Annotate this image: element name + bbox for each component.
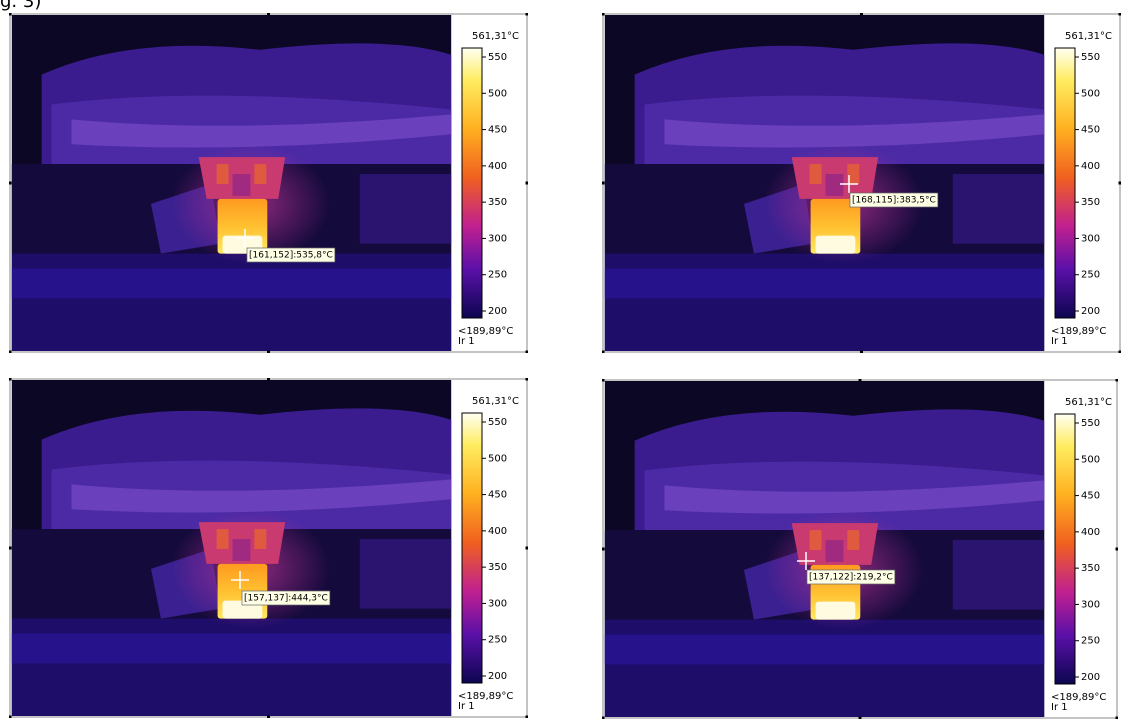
scale-tick-label: 400 [488,161,507,172]
frame-handle [860,13,863,16]
frame-handle [602,548,605,551]
region-label: Ir 1 [458,336,475,347]
thermal-image [12,15,451,351]
scale-tick-label: 350 [1081,563,1100,574]
scale-tick-label: 350 [1081,197,1100,208]
scale-tick-label: 250 [488,270,507,281]
scale-tick-label: 450 [1081,491,1100,502]
scale-tick-label: 200 [488,306,507,317]
scale-tick-label: 400 [488,526,507,537]
frame-handle [1116,717,1119,720]
scale-tick-label: 250 [1081,636,1100,647]
scale-tick-label: 250 [1081,270,1100,281]
scale-tick-label: 300 [1081,233,1100,244]
frame-handle [1119,182,1122,185]
scale-tick-label: 200 [1081,306,1100,317]
scale-tick-label: 550 [1081,52,1100,63]
frame-handle [860,351,863,354]
panel-body: 561,31°C550500450400350300250200<189,89°… [602,13,1121,353]
thermal-image [605,15,1044,351]
panel-body: 561,31°C550500450400350300250200<189,89°… [9,378,528,718]
thermal-image [12,380,451,716]
region-label: Ir 1 [458,701,475,712]
scale-tick-label: 400 [1081,527,1100,538]
panel-body: 561,31°C550500450400350300250200<189,89°… [9,13,528,353]
scale-tick-label: 400 [1081,161,1100,172]
scale-tick-label: 300 [488,233,507,244]
measurement-label: [168,115]:383,5°C [852,196,936,206]
scale-tick-label: 550 [488,417,507,428]
frame-handle [859,717,862,720]
scale-tick-label: 500 [488,88,507,99]
color-scale [1055,48,1075,318]
thermal-image [605,381,1044,717]
measurement-label: [157,137]:444,3°C [244,594,328,604]
scale-tick-label: 200 [1081,672,1100,683]
scale-tick-label: 450 [488,125,507,136]
color-scale [462,413,482,683]
frame-handle [526,13,529,16]
frame-handle [9,351,12,354]
scale-tick-label: 350 [488,562,507,573]
region-label: Ir 1 [1051,702,1068,713]
frame-handle [9,547,12,550]
scale-max-label: 561,31°C [1065,31,1112,42]
frame-handle [602,13,605,16]
scale-tick-label: 500 [1081,88,1100,99]
frame-handle [1116,379,1119,382]
measurement-label: [137,122]:219,2°C [809,573,893,583]
frame-handle [9,182,12,185]
panel-body: 561,31°C550500450400350300250200<189,89°… [602,379,1118,719]
thermal-panel: 561,31°C550500450400350300250200<189,89°… [602,13,1121,353]
frame-handle [1119,13,1122,16]
scale-max-label: 561,31°C [472,31,519,42]
scale-tick-label: 500 [1081,454,1100,465]
frame-handle [602,182,605,185]
frame-handle [526,547,529,550]
scale-tick-label: 550 [488,52,507,63]
frame-handle [602,717,605,720]
frame-handle [526,378,529,381]
frame-handle [267,351,270,354]
frame-handle [859,379,862,382]
scale-tick-label: 550 [1081,418,1100,429]
scale-tick-label: 300 [1081,599,1100,610]
page: {"caption": "g. 3)", "panels": [ {"max_l… [0,0,1122,723]
caption: g. 3) [0,0,41,12]
thermal-panel: 561,31°C550500450400350300250200<189,89°… [602,379,1118,719]
thermal-panel: 561,31°C550500450400350300250200<189,89°… [9,13,528,353]
frame-handle [602,379,605,382]
measurement-label: [161,152]:535,8°C [249,251,333,261]
frame-handle [602,351,605,354]
color-scale [462,48,482,318]
frame-handle [267,378,270,381]
color-scale [1055,414,1075,684]
frame-handle [526,351,529,354]
thermal-panel: 561,31°C550500450400350300250200<189,89°… [9,378,528,718]
scale-max-label: 561,31°C [1065,397,1112,408]
scale-tick-label: 200 [488,671,507,682]
frame-handle [526,716,529,719]
frame-handle [9,716,12,719]
scale-tick-label: 450 [488,490,507,501]
frame-handle [9,378,12,381]
region-label: Ir 1 [1051,336,1068,347]
scale-tick-label: 250 [488,635,507,646]
frame-handle [267,13,270,16]
scale-max-label: 561,31°C [472,396,519,407]
frame-handle [1116,548,1119,551]
frame-handle [1119,351,1122,354]
scale-tick-label: 300 [488,598,507,609]
frame-handle [267,716,270,719]
scale-tick-label: 450 [1081,125,1100,136]
frame-handle [9,13,12,16]
scale-tick-label: 500 [488,453,507,464]
scale-tick-label: 350 [488,197,507,208]
frame-handle [526,182,529,185]
